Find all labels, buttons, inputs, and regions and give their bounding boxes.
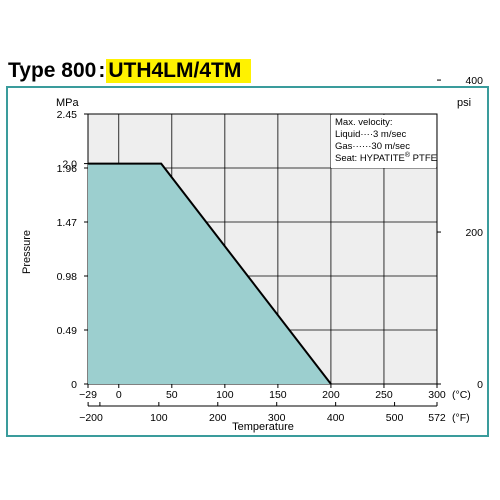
y-left-tick-label-1: 0.49	[57, 325, 78, 337]
x-c-tick-label-2: 50	[166, 389, 178, 401]
x-unit-f: (°F)	[452, 412, 470, 424]
model-label: UTH4LM/4TM	[106, 59, 252, 83]
y-axis-label: Pressure	[21, 230, 33, 274]
note-liquid: Liquid····3 m/sec	[335, 129, 407, 140]
rating-line	[88, 162, 332, 385]
y-left-tick-label-0: 0	[71, 379, 77, 391]
note-seat-sup: ®	[405, 151, 411, 159]
title-separator: :	[98, 59, 106, 82]
x-f-tick-label-5: 400	[327, 412, 345, 424]
x-c-tick-label-6: 250	[375, 389, 393, 401]
y-unit-left: MPa	[56, 97, 80, 109]
x-axis-label: Temperature	[232, 421, 294, 433]
y-axis-right: 02004006008001000	[437, 75, 483, 391]
x-c-tick-label-7: 300	[428, 389, 446, 401]
x-f-tick-label-0: −20	[79, 412, 97, 424]
y-right-tick-label-2: 400	[465, 75, 483, 87]
x-c-tick-label-0: −29	[79, 389, 97, 401]
y-unit-right: psi	[457, 97, 471, 109]
x-f-tick-label-7: 572	[428, 412, 446, 424]
note-seat-text: Seat: HYPATITE	[335, 153, 405, 164]
rating-area	[88, 163, 331, 384]
x-c-tick-label-5: 200	[322, 389, 340, 401]
y-right-tick-label-0: 0	[477, 379, 483, 391]
x-axis: −29 0 50 100 150 200 250 300−20 0 100 200 300 400 500…	[79, 384, 446, 424]
x-f-tick-label-2: 100	[150, 412, 168, 424]
x-c-tick-label-1: 0	[116, 389, 122, 401]
x-f-tick-label-4: 300	[268, 412, 286, 424]
type-label: Type 800	[8, 59, 97, 82]
note-max-velocity: Max. velocity:	[335, 117, 393, 128]
y-right-tick-label-1: 200	[465, 227, 483, 239]
y-axis-left: 0 0.49 0.98 1.47 1.962.0 2.45	[57, 109, 88, 391]
x-f-tick-label-3: 200	[209, 412, 227, 424]
x-c-tick-label-4: 150	[269, 389, 287, 401]
notes-box: Max. velocity: Liquid····3 m/sec Gas····…	[331, 115, 437, 168]
note-gas: Gas······30 m/sec	[335, 141, 410, 152]
y-left-tick-label-5: 2.0	[62, 159, 77, 171]
y-left-tick-label-2: 0.98	[57, 271, 78, 283]
y-left-tick-label-3: 1.47	[57, 217, 78, 229]
x-c-tick-label-3: 100	[216, 389, 234, 401]
x-unit-c: (°C)	[452, 389, 471, 401]
note-seat-tail: PTFE	[410, 153, 437, 164]
x-f-tick-label-6: 500	[386, 412, 404, 424]
y-left-tick-label-6: 2.45	[57, 109, 78, 121]
x-f-tick-label-1: 0	[97, 412, 103, 424]
y-left-tick-label-4: 1.96	[57, 163, 78, 175]
note-seat: Seat: HYPATITE® PTFE	[335, 151, 437, 164]
chart-title: Type 800 : UTH4LM/4TM	[8, 58, 252, 84]
